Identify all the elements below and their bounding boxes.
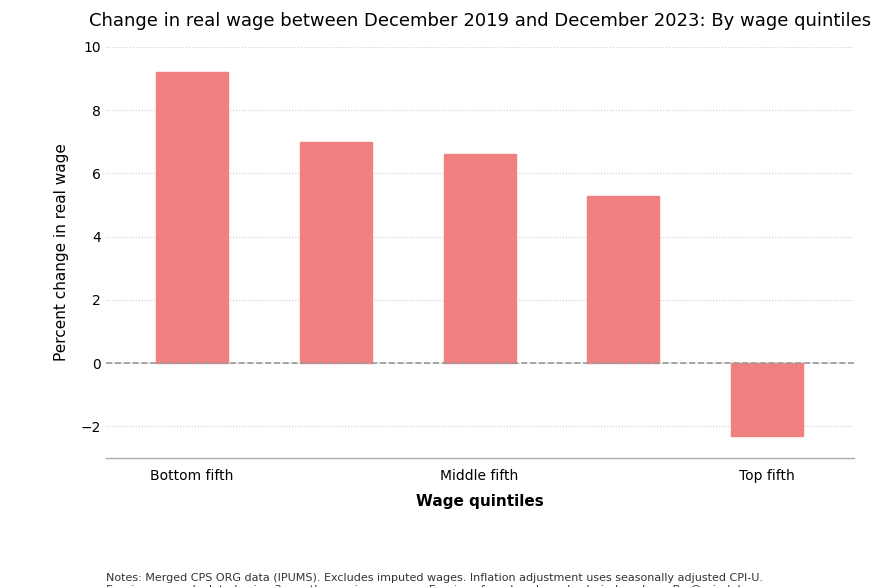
Bar [588,195,659,363]
X-axis label: Wage quintiles: Wage quintiles [415,494,544,509]
Text: Notes: Merged CPS ORG data (IPUMS). Excludes imputed wages. Inflation adjustment: Notes: Merged CPS ORG data (IPUMS). Excl… [106,573,763,587]
Title: Change in real wage between December 2019 and December 2023: By wage quintiles: Change in real wage between December 201… [89,12,870,30]
Y-axis label: Percent change in real wage: Percent change in real wage [55,143,70,362]
Bar [156,72,228,363]
Bar [300,142,371,363]
Bar [731,363,803,436]
Bar [444,154,516,363]
